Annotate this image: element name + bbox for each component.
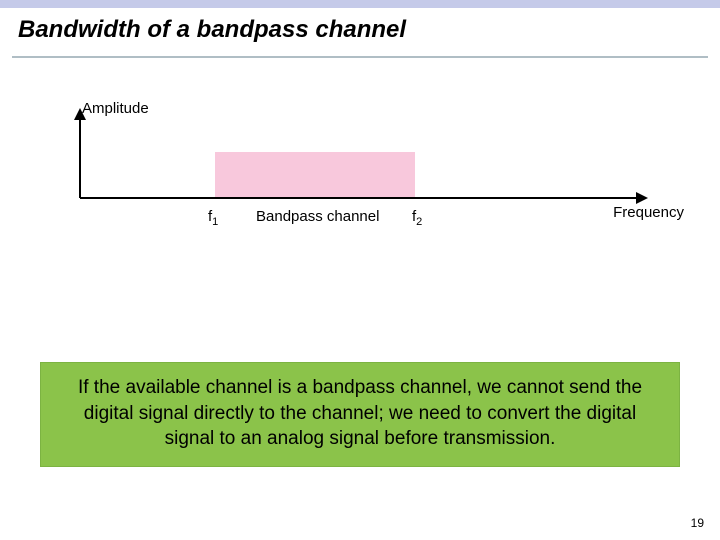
f1-subscript: 1 bbox=[212, 216, 218, 228]
band-label: Bandpass channel bbox=[256, 208, 379, 225]
slide-title: Bandwidth of a bandpass channel bbox=[18, 16, 702, 44]
x-axis-label: Frequency bbox=[613, 204, 684, 221]
page-number: 19 bbox=[691, 516, 704, 530]
note-box: If the available channel is a bandpass c… bbox=[40, 362, 680, 467]
f1-label: f1 bbox=[208, 208, 218, 228]
title-wrap: Bandwidth of a bandpass channel bbox=[0, 8, 720, 50]
f2-subscript: 2 bbox=[416, 216, 422, 228]
y-axis-arrow-icon bbox=[74, 108, 86, 120]
f2-label: f2 bbox=[412, 208, 422, 228]
top-accent-bar bbox=[0, 0, 720, 8]
x-axis-arrow-icon bbox=[636, 192, 648, 204]
title-underline bbox=[12, 56, 708, 58]
diagram-area: Amplitude Frequency f1 Bandpass channel … bbox=[60, 108, 680, 278]
